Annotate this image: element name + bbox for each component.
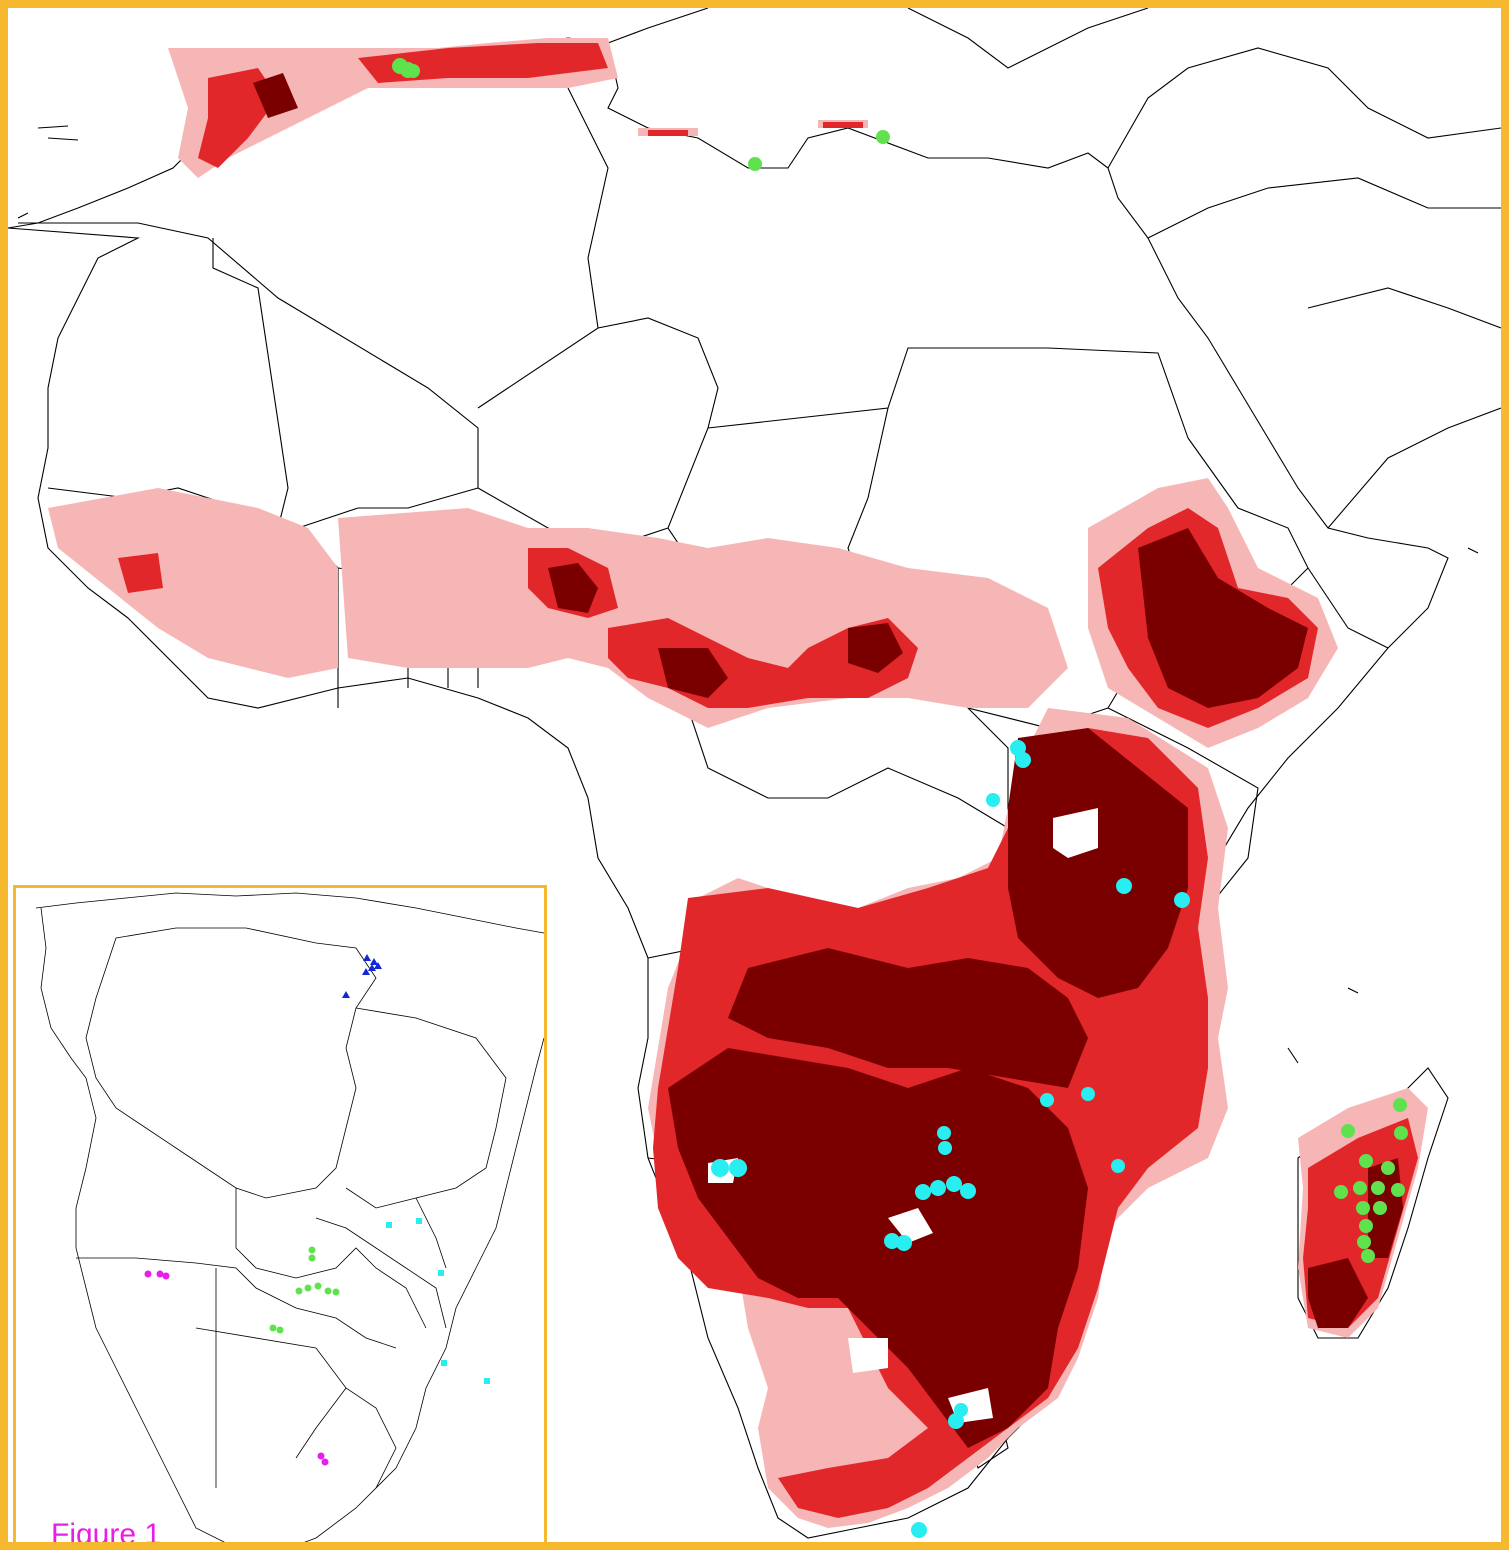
blue-markers [342, 954, 382, 998]
cyan-marker [1081, 1087, 1095, 1101]
cyan-marker [1040, 1093, 1054, 1107]
cyan-marker [1015, 752, 1031, 768]
green-marker [314, 1282, 322, 1290]
green-marker [1359, 1154, 1373, 1168]
inset-outlines [35, 892, 544, 1542]
green-marker [1353, 1181, 1367, 1195]
cyan-marker [729, 1159, 747, 1177]
green-marker [748, 157, 762, 171]
cyan-marker [438, 1270, 444, 1276]
green-marker [332, 1288, 340, 1296]
blue-marker [374, 962, 382, 969]
blue-marker [362, 968, 370, 975]
green-marker [304, 1284, 312, 1292]
green-marker [1357, 1235, 1371, 1249]
green-markers-inset [269, 1246, 340, 1334]
cyan-marker [386, 1222, 392, 1228]
cyan-marker [1010, 740, 1026, 756]
cyan-marker [1116, 878, 1132, 894]
green-marker [1341, 1124, 1355, 1138]
green-marker [1391, 1183, 1405, 1197]
cyan-marker [1111, 1159, 1125, 1173]
green-marker [308, 1254, 316, 1262]
cyan-marker [416, 1218, 422, 1224]
cyan-marker [1174, 892, 1190, 908]
green-marker [1381, 1161, 1395, 1175]
blue-marker [368, 964, 376, 971]
magenta-marker [162, 1272, 170, 1280]
cyan-marker [930, 1180, 946, 1196]
green-marker [308, 1246, 316, 1254]
blue-marker [342, 991, 350, 998]
magenta-marker [292, 1543, 298, 1549]
green-marker [1356, 1201, 1370, 1215]
green-marker [1334, 1185, 1348, 1199]
green-marker [876, 130, 890, 144]
green-marker [406, 64, 420, 78]
cyan-marker [937, 1126, 951, 1140]
cyan-marker [911, 1522, 927, 1538]
cyan-marker [484, 1378, 490, 1384]
green-marker [324, 1287, 332, 1295]
cyan-marker [711, 1159, 729, 1177]
inset-markers [144, 954, 490, 1549]
green-markers [392, 58, 1408, 1263]
inset-map-panel: Figure 1 [13, 885, 547, 1550]
cyan-marker [960, 1183, 976, 1199]
magenta-marker [321, 1458, 329, 1466]
magenta-marker [156, 1270, 164, 1278]
green-marker [1394, 1126, 1408, 1140]
figure-label: Figure 1 [51, 1518, 162, 1550]
cyan-marker [915, 1184, 931, 1200]
cyan-marker [946, 1176, 962, 1192]
green-marker [1361, 1249, 1375, 1263]
cyan-marker [884, 1233, 900, 1249]
cyan-marker [948, 1413, 964, 1429]
green-marker [1359, 1219, 1373, 1233]
blue-marker [363, 954, 371, 961]
green-marker [1373, 1201, 1387, 1215]
cyan-marker [441, 1360, 447, 1366]
cyan-marker [954, 1403, 968, 1417]
cyan-marker [896, 1235, 912, 1251]
range-dark [253, 73, 1403, 1448]
green-marker [295, 1287, 303, 1295]
magenta-marker [317, 1452, 325, 1460]
southern-africa-inset-map [35, 892, 544, 1549]
green-marker [269, 1324, 277, 1332]
magenta-marker [144, 1270, 152, 1278]
cyan-markers-inset [386, 1218, 490, 1384]
blue-marker [370, 958, 378, 965]
cyan-marker [938, 1141, 952, 1155]
magenta-markers-inset [144, 1270, 329, 1549]
cyan-marker [986, 793, 1000, 807]
africa-main-map [8, 8, 1501, 1539]
green-marker [276, 1326, 284, 1334]
cyan-markers [711, 740, 1190, 1538]
green-marker [1393, 1098, 1407, 1112]
green-marker [1371, 1181, 1385, 1195]
